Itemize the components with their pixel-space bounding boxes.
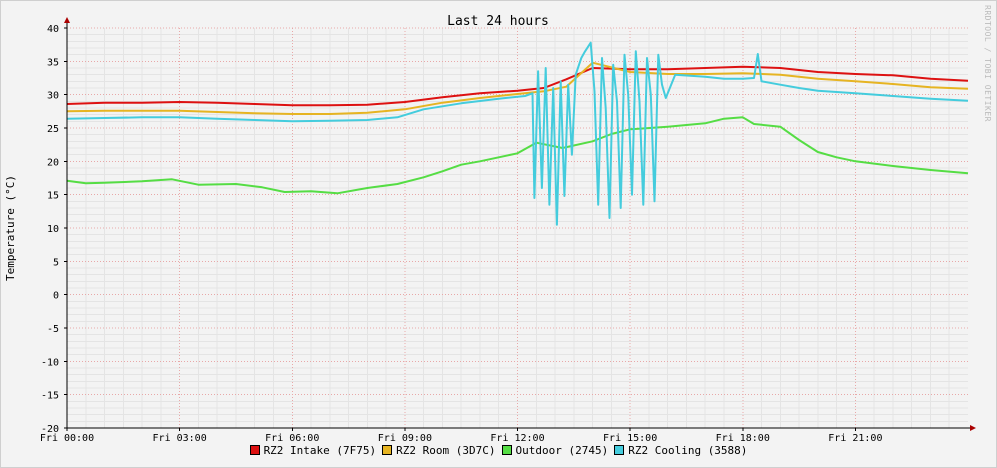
x-tick-label: Fri 06:00 — [265, 433, 319, 444]
series-line-2 — [66, 116, 969, 195]
legend-swatch — [382, 445, 393, 455]
legend-item-2: Outdoor (2745) — [501, 444, 609, 457]
y-tick-label: 25 — [47, 124, 59, 135]
legend-swatch — [501, 445, 512, 455]
x-tick-labels: Fri 00:00 Fri 03:00 Fri 06:00 Fri 09:00 Fri … — [40, 433, 883, 444]
x-tick-label: Fri 15:00 — [603, 433, 657, 444]
y-tick-label: -20 — [41, 424, 59, 435]
y-tick-label: -5 — [47, 324, 59, 335]
series-layer — [66, 41, 969, 226]
x-tick-label: Fri 03:00 — [153, 433, 207, 444]
y-tick-label: 40 — [47, 24, 59, 35]
legend-label: RZ2 Cooling (3588) — [628, 444, 748, 457]
x-tick-label: Fri 00:00 — [40, 433, 94, 444]
x-axis-arrow — [970, 425, 976, 431]
legend-item-3: RZ2 Cooling (3588) — [614, 444, 747, 457]
legend-item-1: RZ2 Room (3D7C) — [382, 444, 496, 457]
x-tick-label: Fri 09:00 — [378, 433, 432, 444]
legend-item-0: RZ2 Intake (7F75) — [249, 444, 377, 457]
y-tick-label: 20 — [47, 157, 59, 168]
y-tick-label: 35 — [47, 57, 59, 68]
legend-label: RZ2 Intake (7F75) — [263, 444, 377, 457]
y-tick-labels: 40 35 30 25 20 15 10 5 0 -5 -10 -15 -20 — [41, 24, 59, 435]
series-line-0 — [66, 65, 969, 107]
chart-title: Last 24 hours — [447, 14, 549, 29]
legend-swatch — [249, 445, 260, 455]
series-line-1 — [66, 61, 969, 115]
axes — [64, 17, 976, 431]
y-axis-arrow — [64, 17, 70, 23]
legend: RZ2 Intake (7F75) RZ2 Room (3D7C) Outdoor … — [0, 444, 997, 457]
legend-label: RZ2 Room (3D7C) — [396, 444, 496, 457]
y-tick-label: 15 — [47, 191, 59, 202]
x-tick-label: Fri 12:00 — [490, 433, 544, 444]
y-axis-label: Temperature (°C) — [4, 175, 17, 281]
watermark: RRDTOOL / TOBI OETIKER — [983, 5, 992, 122]
x-tick-label: Fri 18:00 — [716, 433, 770, 444]
series-line-3 — [66, 41, 969, 226]
y-tick-label: -10 — [41, 357, 59, 368]
x-tick-label: Fri 21:00 — [828, 433, 882, 444]
legend-label: Outdoor (2745) — [515, 444, 609, 457]
y-tick-label: 5 — [53, 257, 59, 268]
y-tick-label: 0 — [53, 291, 59, 302]
y-tick-label: -15 — [41, 391, 59, 402]
legend-swatch — [614, 445, 625, 455]
y-tick-label: 30 — [47, 91, 59, 102]
y-tick-label: 10 — [47, 224, 59, 235]
